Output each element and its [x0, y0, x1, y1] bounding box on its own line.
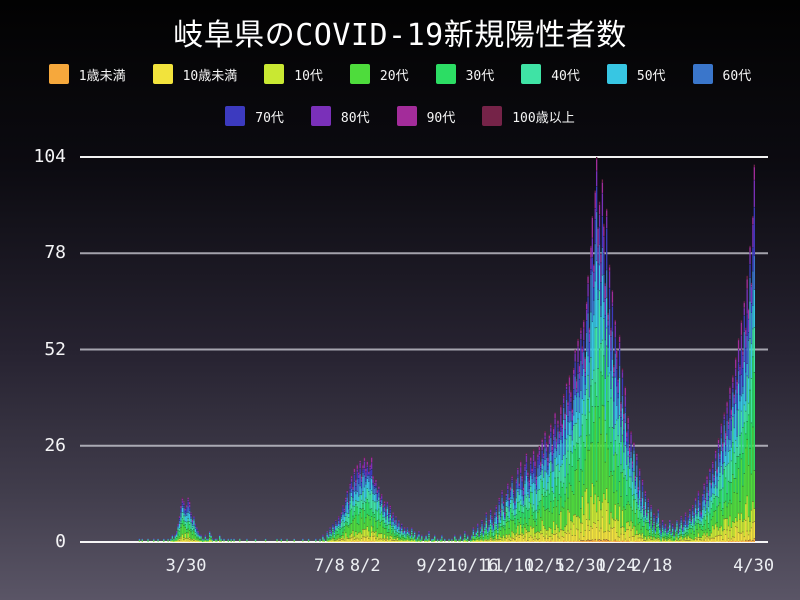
legend-swatch-icon — [396, 106, 417, 126]
x-tick-label: 1/24 — [595, 556, 637, 576]
legend-label: 80代 — [340, 110, 370, 126]
legend-label: 1歳未満 — [78, 68, 126, 84]
legend-swatch-icon — [310, 106, 331, 126]
legend-swatch-icon — [152, 64, 173, 84]
legend-swatch-icon — [521, 64, 542, 84]
legend-label: 50代 — [636, 68, 666, 84]
legend-row-2: 70代 80代 90代 100歳以上 — [0, 106, 800, 126]
legend-swatch-icon — [48, 64, 69, 84]
x-tick-label: 12/30 — [554, 556, 606, 576]
legend-swatch-icon — [482, 106, 503, 126]
y-tick-label: 78 — [44, 242, 66, 264]
legend-item-age-2: 10代 — [264, 64, 323, 84]
legend-label: 90代 — [426, 110, 456, 126]
legend-item-age-7: 60代 — [692, 64, 752, 84]
chart-title: 岐阜県のCOVID-19新規陽性者数 — [173, 18, 627, 53]
legend-label: 30代 — [465, 68, 495, 84]
legend-item-age-0: 1歳未満 — [48, 64, 126, 84]
x-tick-label: 8/2 — [349, 556, 381, 576]
legend-item-age-6: 50代 — [606, 64, 666, 84]
legend-label: 10歳未満 — [182, 68, 238, 84]
legend-item-age-10: 90代 — [396, 106, 456, 126]
y-tick-label: 26 — [44, 434, 66, 456]
y-tick-label: 104 — [33, 146, 66, 167]
x-tick-label: 3/30 — [165, 556, 207, 576]
x-tick-label: 2/18 — [631, 556, 673, 576]
legend-label: 60代 — [722, 68, 752, 84]
legend-swatch-icon — [435, 64, 456, 84]
legend-swatch-icon — [692, 64, 713, 84]
legend-label: 70代 — [255, 110, 284, 126]
x-tick-label: 10/16 — [447, 556, 499, 576]
x-tick-label: 7/8 — [314, 556, 345, 576]
legend-label: 100歳以上 — [512, 110, 575, 126]
x-tick-label: 9/21 — [416, 556, 458, 576]
legend-item-age-11: 100歳以上 — [482, 106, 575, 126]
legend-item-age-8: 70代 — [225, 106, 284, 126]
x-tick-label: 12/5 — [523, 556, 565, 576]
legend-swatch-icon — [225, 106, 246, 126]
y-tick-label: 0 — [55, 531, 66, 552]
legend-item-age-9: 80代 — [310, 106, 370, 126]
legend-swatch-icon — [264, 64, 285, 84]
legend-swatch-icon — [349, 64, 370, 84]
legend-label: 20代 — [379, 68, 409, 84]
legend-item-age-3: 20代 — [349, 64, 409, 84]
legend-item-age-4: 30代 — [435, 64, 495, 84]
legend-label: 40代 — [551, 68, 580, 84]
legend-label: 10代 — [294, 68, 323, 84]
legend-item-age-1: 10歳未満 — [152, 64, 238, 84]
legend-row-1: 1歳未満 10歳未満 10代 20代 30代 40代 50代 60代 — [0, 64, 800, 84]
y-tick-label: 52 — [44, 338, 66, 360]
legend-item-age-5: 40代 — [521, 64, 580, 84]
legend-swatch-icon — [606, 64, 627, 84]
x-tick-label: 4/30 — [733, 556, 775, 576]
x-tick-label: 11/10 — [482, 556, 535, 576]
